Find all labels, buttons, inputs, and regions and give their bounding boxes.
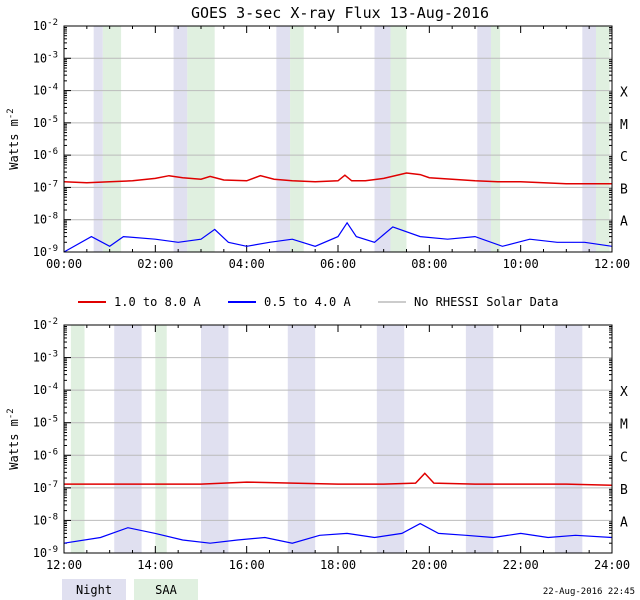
series-long-line — [64, 472, 613, 487]
legend-label: 0.5 to 4.0 A — [264, 295, 351, 309]
x-tick-label: 08:00 — [411, 257, 447, 271]
x-tick-label: 18:00 — [320, 558, 356, 572]
night-band — [276, 26, 291, 252]
night-band — [114, 325, 142, 553]
y-tick-label: 10-4 — [33, 83, 58, 98]
series-long-line — [63, 172, 612, 185]
goes-class-label: A — [620, 515, 628, 530]
saa-band — [390, 26, 407, 252]
x-tick-label: 24:00 — [594, 558, 630, 572]
goes-class-label: C — [620, 450, 628, 465]
goes-class-label: B — [620, 182, 628, 197]
legend: 1.0 to 8.0 A 0.5 to 4.0 A No RHESSI Solar … — [78, 295, 559, 309]
key-item: Night — [62, 579, 126, 600]
goes-class-label: C — [620, 150, 628, 165]
y-axis-label: Watts m-2 — [6, 408, 21, 469]
x-tick-label: 00:00 — [46, 257, 82, 271]
goes-class-label: B — [620, 483, 628, 498]
night-band — [465, 325, 494, 553]
y-tick-label: 10-3 — [33, 50, 58, 65]
night-band — [287, 325, 316, 553]
saa-band — [596, 26, 610, 252]
saa-band — [70, 325, 85, 553]
goes-class-label: A — [620, 215, 628, 230]
y-tick-label: 10-6 — [33, 447, 58, 462]
x-tick-label: 06:00 — [320, 257, 356, 271]
night-band — [201, 325, 229, 553]
goes-class-label: X — [620, 385, 628, 400]
legend-item: 1.0 to 8.0 A — [78, 295, 201, 309]
x-tick-label: 12:00 — [46, 558, 82, 572]
saa-band — [290, 26, 304, 252]
x-tick-label: 14:00 — [137, 558, 173, 572]
y-tick-label: 10-2 — [33, 317, 58, 332]
night-band — [554, 325, 583, 553]
goes-class-label: M — [620, 118, 628, 133]
y-tick-label: 10-6 — [33, 147, 58, 162]
x-tick-label: 12:00 — [594, 257, 630, 271]
legend-label: No RHESSI Solar Data — [414, 295, 559, 309]
x-tick-label: 20:00 — [411, 558, 447, 572]
series-short-line — [63, 522, 613, 544]
plot-frame — [63, 25, 613, 253]
key-item: SAA — [134, 579, 198, 600]
y-tick-label: 10-5 — [33, 115, 58, 130]
y-tick-label: 10-7 — [33, 480, 58, 495]
y-tick-label: 10-8 — [33, 512, 58, 527]
y-tick-label: 10-7 — [33, 179, 58, 194]
plot-frame — [63, 324, 613, 554]
saa-band — [155, 325, 167, 553]
legend-item: No RHESSI Solar Data — [378, 295, 559, 309]
x-tick-label: 16:00 — [229, 558, 265, 572]
night-band — [582, 26, 597, 252]
night-saa-key: Night SAA — [62, 579, 198, 600]
x-tick-label: 02:00 — [137, 257, 173, 271]
legend-label: 1.0 to 8.0 A — [114, 295, 201, 309]
key-swatch — [62, 579, 126, 600]
key-label: Night — [76, 583, 112, 597]
night-band — [374, 26, 391, 252]
y-axis-label: Watts m-2 — [6, 108, 21, 169]
chart-panel-2: 10-910-810-710-610-510-410-310-212:00 14:… — [6, 317, 630, 572]
saa-band — [490, 26, 501, 252]
chart-title: GOES 3-sec X-ray Flux 13-Aug-2016 — [191, 4, 489, 22]
y-tick-label: 10-3 — [33, 350, 58, 365]
x-tick-label: 04:00 — [229, 257, 265, 271]
legend-item: 0.5 to 4.0 A — [228, 295, 351, 309]
y-tick-label: 10-5 — [33, 415, 58, 430]
night-band — [173, 26, 188, 252]
goes-class-label: M — [620, 418, 628, 433]
x-tick-label: 10:00 — [503, 257, 539, 271]
night-band — [477, 26, 491, 252]
y-tick-label: 10-4 — [33, 382, 58, 397]
footer-timestamp: 22-Aug-2016 22:45 — [543, 587, 635, 597]
saa-band — [187, 26, 215, 252]
key-label: SAA — [155, 583, 177, 597]
goes-class-label: X — [620, 86, 628, 101]
y-tick-label: 10-2 — [33, 18, 58, 33]
saa-band — [102, 26, 122, 252]
key-swatch — [134, 579, 198, 600]
y-tick-label: 10-8 — [33, 212, 58, 227]
night-band — [376, 325, 405, 553]
series-short-line — [63, 221, 613, 253]
night-band — [93, 26, 103, 252]
x-tick-label: 22:00 — [503, 558, 539, 572]
chart-panel-1: 10-910-810-710-610-510-410-310-200:00 02:… — [6, 18, 630, 271]
